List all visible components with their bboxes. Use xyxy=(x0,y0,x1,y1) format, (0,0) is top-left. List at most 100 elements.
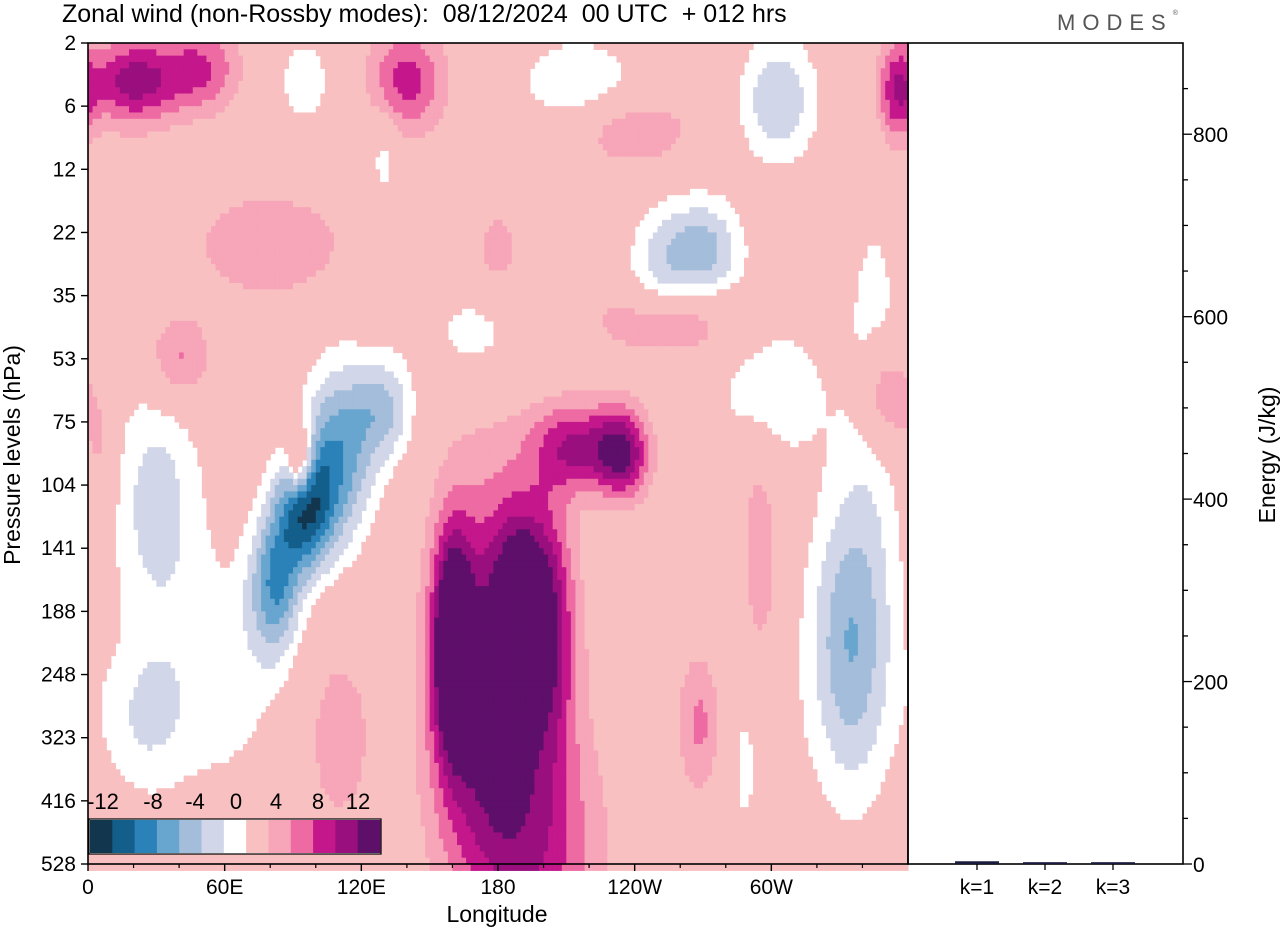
heatmap-cell xyxy=(97,68,103,76)
heatmap-cell xyxy=(261,630,267,638)
heatmap-cell xyxy=(106,181,112,189)
heatmap-cell xyxy=(293,851,299,859)
heatmap-cell xyxy=(151,548,157,556)
heatmap-cell xyxy=(170,516,176,524)
heatmap-cell xyxy=(270,390,276,398)
heatmap-cell xyxy=(106,516,112,524)
heatmap-cell xyxy=(283,718,290,726)
heatmap-cell xyxy=(201,87,208,95)
heatmap-cell xyxy=(88,188,94,196)
heatmap-cell xyxy=(174,219,180,227)
heatmap-cell xyxy=(133,699,139,707)
heatmap-cell xyxy=(274,295,280,303)
heatmap-cell xyxy=(293,617,299,625)
heatmap-cell xyxy=(302,112,308,120)
heatmap-cell xyxy=(151,807,157,815)
heatmap-cell xyxy=(138,725,144,732)
heatmap-cell xyxy=(165,680,171,688)
heatmap-cell xyxy=(92,535,98,543)
heatmap-cell xyxy=(156,68,162,76)
heatmap-cell xyxy=(170,327,176,335)
heatmap-cell xyxy=(274,756,280,764)
heatmap-cell xyxy=(302,434,308,442)
heatmap-cell xyxy=(129,706,135,714)
heatmap-cell xyxy=(106,49,112,57)
heatmap-cell xyxy=(197,213,203,221)
heatmap-cell xyxy=(165,169,171,177)
heatmap-cell xyxy=(270,320,276,328)
heatmap-cell xyxy=(274,516,280,524)
heatmap-cell xyxy=(283,693,290,701)
heatmap-cell xyxy=(270,93,276,101)
heatmap-cell xyxy=(92,80,98,88)
heatmap-cell xyxy=(247,162,253,170)
heatmap-cell xyxy=(229,371,235,379)
heatmap-cell xyxy=(165,226,171,234)
heatmap-cell xyxy=(192,301,198,309)
heatmap-cell xyxy=(206,232,212,240)
heatmap-cell xyxy=(129,93,135,101)
heatmap-cell xyxy=(274,510,280,518)
heatmap-cell xyxy=(206,169,212,177)
heatmap-cell xyxy=(192,200,198,208)
heatmap-cell xyxy=(274,693,280,701)
heatmap-cell xyxy=(265,99,271,107)
heatmap-cell xyxy=(242,415,249,423)
heatmap-cell xyxy=(129,314,135,322)
heatmap-cell xyxy=(92,327,98,335)
heatmap-cell xyxy=(293,339,299,347)
heatmap-cell xyxy=(242,586,249,594)
heatmap-cell xyxy=(293,573,299,581)
heatmap-cell xyxy=(101,491,107,499)
heatmap-cell xyxy=(220,55,226,63)
heatmap-cell xyxy=(101,415,107,423)
heatmap-cell xyxy=(133,131,139,139)
heatmap-cell xyxy=(211,137,217,145)
heatmap-cell xyxy=(261,112,267,120)
heatmap-cell xyxy=(197,156,203,164)
heatmap-cell xyxy=(215,491,221,499)
heatmap-cell xyxy=(197,61,203,69)
heatmap-cell xyxy=(110,194,116,202)
heatmap-cell xyxy=(183,194,189,202)
heatmap-cell xyxy=(119,857,126,865)
heatmap-cell xyxy=(88,169,94,177)
heatmap-cell xyxy=(88,617,94,625)
heatmap-cell xyxy=(256,396,262,404)
heatmap-cell xyxy=(106,232,112,240)
heatmap-cell xyxy=(138,352,144,360)
heatmap-cell xyxy=(119,282,126,290)
heatmap-cell xyxy=(265,352,271,360)
heatmap-cell xyxy=(165,276,171,284)
heatmap-cell xyxy=(242,390,249,398)
heatmap-cell xyxy=(279,352,285,360)
heatmap-cell xyxy=(279,762,285,770)
heatmap-cell xyxy=(211,150,217,158)
heatmap-cell xyxy=(192,440,198,448)
heatmap-cell xyxy=(110,491,116,499)
heatmap-cell xyxy=(261,813,267,821)
heatmap-cell xyxy=(88,750,94,758)
heatmap-cell xyxy=(224,851,230,859)
heatmap-cell xyxy=(279,642,285,650)
heatmap-cell xyxy=(156,788,162,796)
heatmap-cell xyxy=(106,642,112,650)
heatmap-cell xyxy=(156,112,162,120)
heatmap-cell xyxy=(283,125,290,133)
heatmap-cell xyxy=(142,346,148,354)
heatmap-cell xyxy=(101,396,107,404)
heatmap-cell xyxy=(274,611,280,619)
heatmap-cell xyxy=(115,586,121,594)
heatmap-cell xyxy=(115,264,121,271)
heatmap-cell xyxy=(106,762,112,770)
heatmap-cell xyxy=(215,301,221,309)
heatmap-cell xyxy=(302,314,308,322)
heatmap-cell xyxy=(279,421,285,429)
heatmap-cell xyxy=(165,320,171,328)
heatmap-cell xyxy=(261,807,267,815)
heatmap-cell xyxy=(293,118,299,126)
heatmap-cell xyxy=(129,207,135,215)
heatmap-cell xyxy=(261,579,267,587)
heatmap-cell xyxy=(197,402,203,410)
heatmap-cell xyxy=(160,87,167,95)
